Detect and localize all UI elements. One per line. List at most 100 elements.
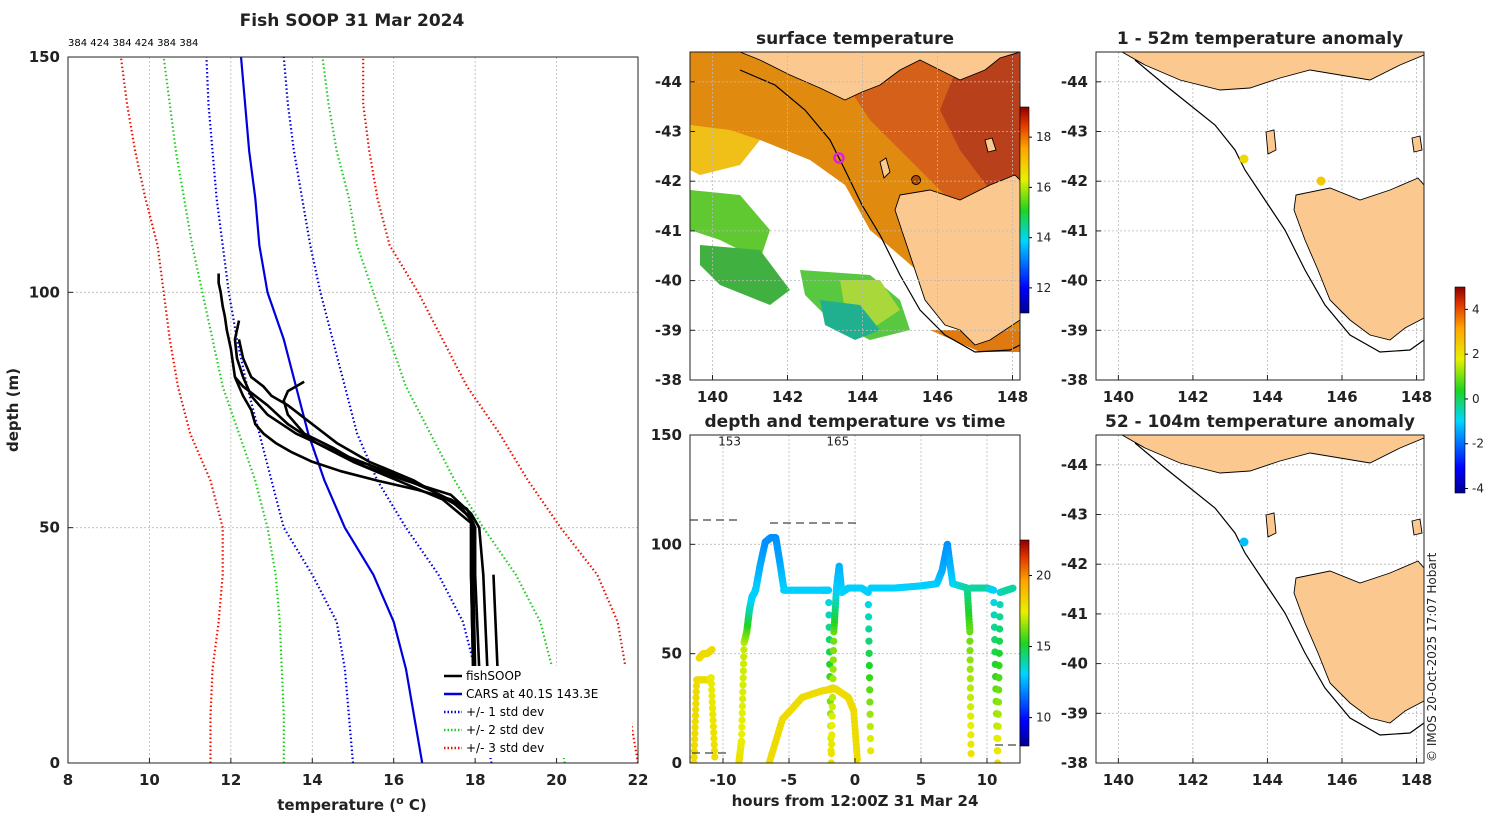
profile-series-layer <box>119 57 638 763</box>
time-point-4-3-0 <box>825 586 833 594</box>
time-title: depth and temperature vs time <box>705 412 1006 432</box>
time-point-6-5-5 <box>865 649 873 657</box>
profile-series-10 <box>282 380 493 754</box>
time-point-8-5-13 <box>1009 584 1017 592</box>
time-colorbar-ticks: 10 15 20 <box>1029 569 1051 725</box>
time-series-layer <box>690 534 1017 763</box>
tick-label-y-3: -41 <box>1061 605 1088 623</box>
sst-cbar-tick-label-2: 16 <box>1036 180 1051 194</box>
profile-panel: Fish SOOP 31 Mar 2024 384 424 384 424 38… <box>4 11 648 814</box>
time-point-2-1-7 <box>739 688 747 696</box>
time-point-0-3-11 <box>710 741 718 749</box>
tick-label-x-1: 142 <box>1177 388 1208 406</box>
tick-label-x-5: 18 <box>465 771 486 789</box>
time-point-7-8-10 <box>967 721 975 730</box>
tick-label-y-1: -39 <box>1061 321 1088 339</box>
sst-map-layer <box>690 52 1020 380</box>
anomaly-shallow-land-mainland <box>1121 52 1424 91</box>
profile-series-2 <box>205 57 355 763</box>
tick-label-x-3: 146 <box>1326 388 1357 406</box>
time-point-6-5-6 <box>865 661 873 670</box>
tick-label-y-2: 100 <box>29 283 60 301</box>
tick-label-x-7: 22 <box>628 771 649 789</box>
profile-series-5 <box>362 57 638 763</box>
tick-label-x-3: 146 <box>1326 771 1357 789</box>
time-point-2-1-3 <box>738 716 746 724</box>
tick-label-y-6: -44 <box>1061 456 1088 474</box>
profile-xlabel-end: C) <box>404 796 427 814</box>
anomaly-colorbar-ticks: -4 -2 0 2 4 <box>1465 302 1484 496</box>
tick-label-y-0: -38 <box>655 371 682 389</box>
time-cbar-tick-label-1: 15 <box>1036 640 1051 654</box>
time-point-7-8-5 <box>966 675 974 683</box>
legend-label-fishsoop: fishSOOP <box>466 669 521 683</box>
sst-green-zone-west <box>690 190 770 260</box>
time-point-2-1-1 <box>738 730 746 738</box>
anomaly-shallow-ticks: 140 142 144 146 148 -38 -39 -40 -41 -42 -43 -44 <box>1061 73 1432 406</box>
tick-label-y-3: -41 <box>655 222 682 240</box>
time-point-8-3-4 <box>994 710 1002 718</box>
time-point-7-8-1 <box>966 637 974 645</box>
time-point-0-0-0 <box>690 759 698 763</box>
anomaly-deep-shelf <box>1134 442 1424 736</box>
sst-land-king-island <box>879 157 891 179</box>
sst-panel: surface temperature 140 142 144 146 148- <box>655 29 1051 406</box>
tick-label-x-4: 148 <box>1401 771 1432 789</box>
tick-label-y-4: -42 <box>1061 555 1088 573</box>
time-point-4-3-2 <box>825 611 833 619</box>
time-point-8-3-12 <box>996 613 1004 621</box>
tick-label-x-4: 10 <box>977 771 998 789</box>
tick-label-y-1: 50 <box>39 519 60 537</box>
time-annotations: 153 165 <box>718 435 849 449</box>
tick-label-x-0: -10 <box>709 771 736 789</box>
tick-label-y-2: -40 <box>655 272 682 290</box>
anomaly-shallow-title: 1 - 52m temperature anomaly <box>1117 29 1403 49</box>
time-point-8-2-0 <box>990 586 998 594</box>
profile-xlabel-sup: o <box>396 794 404 807</box>
tick-label-x-1: 10 <box>139 771 160 789</box>
sst-marker-2 <box>911 175 921 185</box>
time-point-4-4-13 <box>830 637 838 645</box>
tick-label-x-0: 140 <box>1103 771 1134 789</box>
tick-label-y-3: -41 <box>1061 222 1088 240</box>
time-point-0-0-8 <box>691 711 700 720</box>
tick-label-y-2: 100 <box>651 535 682 553</box>
anomaly-deep-panel: 52 - 104m temperature anomaly 140 142 144 1… <box>1061 286 1484 789</box>
tick-label-x-2: 12 <box>220 771 241 789</box>
time-point-4-4-0 <box>827 759 835 763</box>
tick-label-x-3: 14 <box>302 771 323 789</box>
time-point-7-8-12 <box>967 740 975 748</box>
tick-label-y-1: -39 <box>655 321 682 339</box>
time-point-2-1-13 <box>740 646 748 654</box>
time-cbar-tick-label-0: 10 <box>1036 711 1051 725</box>
tick-label-x-1: 142 <box>772 388 803 406</box>
time-point-2-1-12 <box>740 653 748 661</box>
time-point-8-3-11 <box>996 625 1004 633</box>
anomaly-cbar-tick-label-4: 4 <box>1472 302 1480 316</box>
time-point-0-3-2 <box>708 686 716 694</box>
time-point-8-3-1 <box>994 747 1002 755</box>
tick-label-y-1: -39 <box>1061 704 1088 722</box>
time-point-6-5-2 <box>864 613 873 621</box>
anomaly-shallow-point-1 <box>1239 154 1249 164</box>
profile-series-0 <box>239 57 424 763</box>
time-point-0-3-6 <box>709 710 717 718</box>
tick-label-y-5: -43 <box>655 123 682 141</box>
tick-label-y-0: 0 <box>50 754 60 772</box>
tick-label-x-0: 140 <box>697 388 728 406</box>
tick-label-x-2: 0 <box>850 771 860 789</box>
anomaly-deep-ticks: 140 142 144 146 148 -38 -39 -40 -41 -42 -43 -44 <box>1061 456 1432 789</box>
tick-label-y-6: -44 <box>1061 73 1088 91</box>
time-point-4-4-9 <box>829 675 837 683</box>
time-point-0-3-10 <box>710 735 718 743</box>
time-xlabel: hours from 12:00Z 31 Mar 24 <box>732 792 979 810</box>
sst-green-zone-mid <box>700 245 790 305</box>
anomaly-shallow-panel: 1 - 52m temperature anomaly 140 142 144 146… <box>1061 29 1432 406</box>
time-point-8-3-3 <box>994 722 1002 731</box>
anomaly-deep-land-tasmania <box>1293 560 1424 724</box>
time-point-6-5-9 <box>866 698 874 706</box>
profile-legend: fishSOOP CARS at 40.1S 143.3E +/- 1 std … <box>436 666 632 758</box>
anomaly-deep-land-king-island <box>1265 512 1277 538</box>
time-point-4-4-5 <box>828 712 836 720</box>
time-point-0-3-7 <box>709 716 717 724</box>
